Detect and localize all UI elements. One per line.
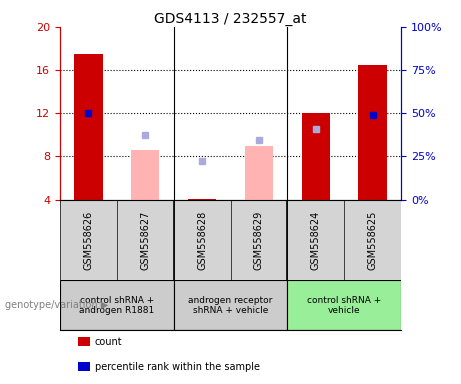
Text: GSM558627: GSM558627 [140,210,150,270]
Text: count: count [95,337,122,347]
Bar [60,280,174,330]
Bar [301,113,330,200]
Text: genotype/variation ▶: genotype/variation ▶ [5,300,108,310]
Text: androgen receptor
shRNA + vehicle: androgen receptor shRNA + vehicle [188,296,273,315]
Bar [174,280,287,330]
Text: control shRNA +
androgen R1881: control shRNA + androgen R1881 [79,296,154,315]
Text: GSM558629: GSM558629 [254,210,264,270]
Bar [245,199,273,200]
Title: GDS4113 / 232557_at: GDS4113 / 232557_at [154,12,307,26]
Bar [358,65,387,200]
Text: control shRNA +
vehicle: control shRNA + vehicle [307,296,381,315]
Text: GSM558626: GSM558626 [83,210,94,270]
Text: GSM558624: GSM558624 [311,210,321,270]
Bar [287,280,401,330]
Bar [245,146,273,200]
Text: percentile rank within the sample: percentile rank within the sample [95,362,260,372]
Bar [188,199,216,200]
Text: GSM558625: GSM558625 [367,210,378,270]
Bar [131,150,160,200]
Text: GSM558628: GSM558628 [197,210,207,270]
Bar [131,199,160,200]
Bar [74,54,102,200]
